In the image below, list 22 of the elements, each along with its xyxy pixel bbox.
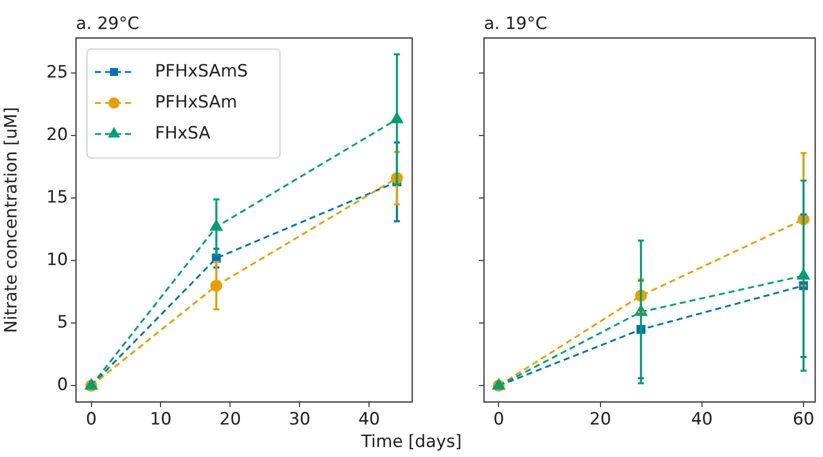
legend-label: PFHxSAm xyxy=(155,92,238,112)
y-tick-label: 0 xyxy=(57,375,68,396)
x-tick-label: 0 xyxy=(86,410,97,430)
x-tick-label: 40 xyxy=(691,410,713,430)
x-tick-label: 20 xyxy=(219,410,242,430)
y-tick-label: 10 xyxy=(46,250,68,270)
y-tick-label: 20 xyxy=(46,124,68,145)
x-tick-label: 20 xyxy=(590,410,612,430)
x-tick-label: 40 xyxy=(358,410,380,430)
chart-title: a. 29°C xyxy=(76,14,140,34)
y-tick-label: 25 xyxy=(46,62,68,82)
x-tick-label: 30 xyxy=(288,410,310,430)
y-tick-label: 15 xyxy=(46,188,68,208)
y-axis-title: Nitrate concentration [uM] xyxy=(2,107,22,333)
y-tick-label: 5 xyxy=(57,312,68,333)
x-tick-label: 0 xyxy=(493,410,504,430)
chart-title: a. 19°C xyxy=(484,14,548,34)
legend-label: FHxSA xyxy=(155,123,211,144)
x-axis-title: Time [days] xyxy=(360,431,463,454)
x-tick-label: 10 xyxy=(150,410,172,430)
x-tick-label: 60 xyxy=(792,410,814,430)
legend-label: PFHxSAmS xyxy=(155,61,248,82)
